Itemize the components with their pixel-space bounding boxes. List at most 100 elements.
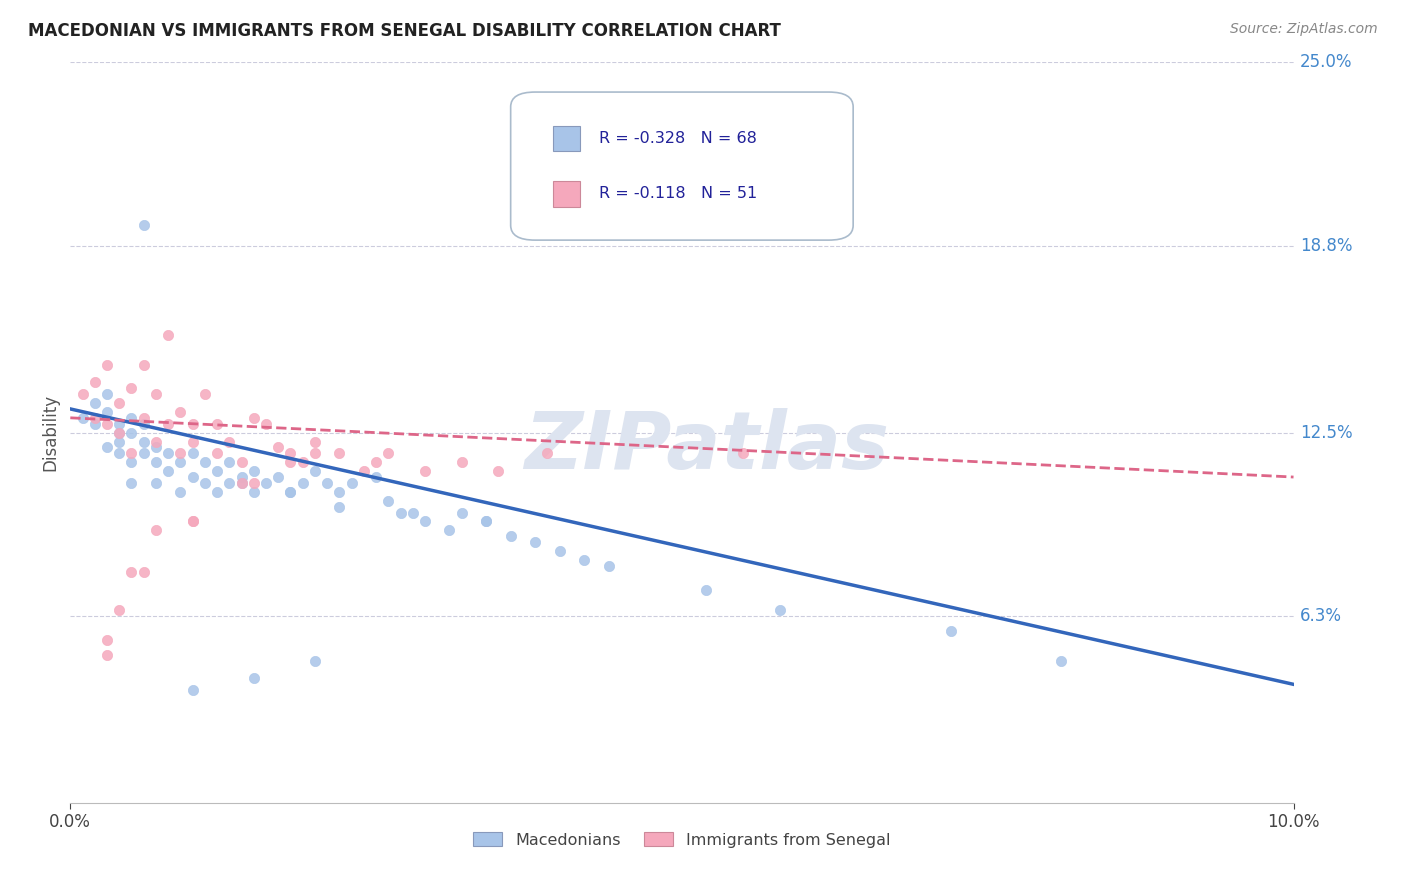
Point — [280, 484, 302, 499]
Point — [157, 464, 180, 478]
Text: MACEDONIAN VS IMMIGRANTS FROM SENEGAL DISABILITY CORRELATION CHART: MACEDONIAN VS IMMIGRANTS FROM SENEGAL DI… — [28, 22, 780, 40]
Y-axis label: Disability: Disability — [41, 394, 59, 471]
Point — [280, 484, 302, 499]
Point — [145, 441, 167, 455]
Point — [83, 396, 105, 410]
Point — [450, 506, 472, 520]
Point — [181, 515, 204, 529]
Point — [328, 500, 350, 514]
Point — [108, 425, 131, 440]
Text: 12.5%: 12.5% — [1299, 424, 1353, 442]
Point — [132, 446, 155, 460]
Point — [499, 529, 522, 543]
Point — [157, 446, 180, 460]
Point — [243, 410, 266, 425]
Point — [475, 515, 498, 529]
Point — [145, 475, 167, 490]
Point — [254, 417, 277, 431]
Point — [108, 603, 131, 617]
Point — [548, 544, 571, 558]
Point — [169, 484, 191, 499]
Text: 6.3%: 6.3% — [1299, 607, 1341, 625]
Point — [96, 405, 118, 419]
Point — [254, 475, 277, 490]
Point — [280, 455, 302, 469]
Point — [243, 464, 266, 478]
Point — [132, 417, 155, 431]
Point — [96, 632, 118, 647]
Point — [96, 358, 118, 372]
Point — [366, 470, 388, 484]
Text: 18.8%: 18.8% — [1299, 237, 1353, 255]
Point — [169, 405, 191, 419]
Point — [181, 470, 204, 484]
Point — [328, 484, 350, 499]
Point — [145, 387, 167, 401]
Point — [194, 455, 217, 469]
Point — [108, 417, 131, 431]
FancyBboxPatch shape — [510, 92, 853, 240]
Point — [377, 493, 399, 508]
Point — [488, 464, 510, 478]
FancyBboxPatch shape — [554, 181, 581, 207]
Point — [145, 455, 167, 469]
Point — [304, 446, 326, 460]
Point — [157, 327, 180, 342]
Point — [181, 417, 204, 431]
Point — [939, 624, 962, 638]
Point — [231, 475, 253, 490]
Point — [402, 506, 425, 520]
Point — [205, 464, 228, 478]
Point — [108, 425, 131, 440]
Point — [475, 515, 498, 529]
Point — [304, 654, 326, 668]
Point — [243, 484, 266, 499]
Point — [96, 441, 118, 455]
Point — [353, 464, 375, 478]
Point — [304, 464, 326, 478]
Point — [316, 475, 339, 490]
Point — [243, 672, 266, 686]
Point — [205, 446, 228, 460]
Point — [231, 470, 253, 484]
Point — [169, 455, 191, 469]
Point — [96, 648, 118, 662]
Point — [132, 358, 155, 372]
Point — [132, 565, 155, 579]
Point — [450, 455, 472, 469]
Point — [121, 425, 143, 440]
Text: Source: ZipAtlas.com: Source: ZipAtlas.com — [1230, 22, 1378, 37]
Point — [205, 417, 228, 431]
Point — [695, 582, 717, 597]
Point — [181, 446, 204, 460]
Point — [83, 417, 105, 431]
Point — [145, 524, 167, 538]
Point — [572, 553, 595, 567]
Point — [169, 446, 191, 460]
Text: ZIPatlas: ZIPatlas — [524, 409, 889, 486]
Point — [83, 376, 105, 390]
Point — [132, 219, 155, 233]
Point — [328, 446, 350, 460]
Point — [121, 565, 143, 579]
Point — [413, 515, 436, 529]
Point — [598, 558, 620, 573]
Point — [194, 387, 217, 401]
Point — [108, 396, 131, 410]
Point — [377, 446, 399, 460]
Text: R = -0.118   N = 51: R = -0.118 N = 51 — [599, 186, 756, 202]
Point — [121, 446, 143, 460]
Point — [1050, 654, 1073, 668]
Point — [231, 455, 253, 469]
Point — [157, 417, 180, 431]
Point — [340, 475, 363, 490]
Point — [96, 387, 118, 401]
Point — [733, 446, 755, 460]
Point — [524, 535, 547, 549]
Point — [304, 434, 326, 449]
Point — [267, 441, 290, 455]
Point — [291, 455, 314, 469]
Point — [218, 455, 240, 469]
Point — [121, 381, 143, 395]
Point — [108, 434, 131, 449]
